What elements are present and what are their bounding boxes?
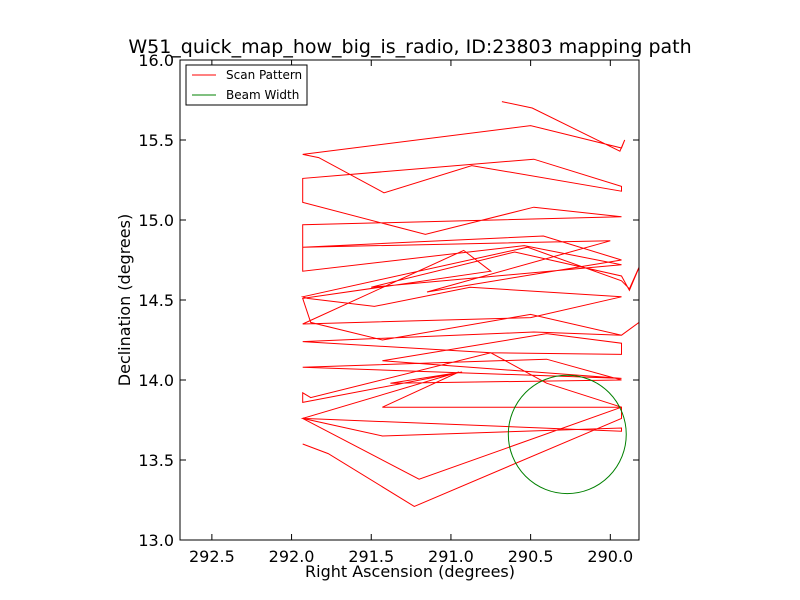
legend: Scan Pattern Beam Width — [185, 64, 308, 106]
y-tick-label: 16.0 — [138, 51, 174, 70]
x-tick-label: 291.0 — [428, 547, 474, 566]
y-tick-label: 13.5 — [138, 451, 174, 470]
x-axis-label: Right Ascension (degrees) — [305, 562, 515, 581]
y-tick-label: 14.0 — [138, 371, 174, 390]
y-axis-label: Declination (degrees) — [115, 214, 134, 386]
x-tick-label: 292.0 — [269, 547, 315, 566]
y-tick-label: 14.5 — [138, 291, 174, 310]
legend-label-scan-pattern: Scan Pattern — [226, 68, 302, 82]
legend-label-beam-width: Beam Width — [226, 88, 299, 102]
y-tick-label: 15.5 — [138, 131, 174, 150]
x-tick-label: 292.5 — [189, 547, 235, 566]
x-tick-label: 291.5 — [348, 547, 394, 566]
scan-pattern-line — [300, 101, 639, 507]
plot-area — [180, 60, 639, 540]
y-tick-label: 15.0 — [138, 211, 174, 230]
chart-title: W51_quick_map_how_big_is_radio, ID:23803… — [128, 36, 691, 58]
data-layer — [300, 101, 639, 507]
x-tick-label: 290.0 — [587, 547, 633, 566]
legend-box — [185, 64, 308, 106]
x-axis-ticks: 292.5 292.0 291.5 291.0 290.5 290.0 — [189, 60, 633, 566]
y-axis-ticks: 13.0 13.5 14.0 14.5 15.0 15.5 16.0 — [138, 51, 639, 550]
y-tick-label: 13.0 — [138, 531, 174, 550]
x-tick-label: 290.5 — [508, 547, 554, 566]
beam-width-circle — [507, 374, 627, 495]
